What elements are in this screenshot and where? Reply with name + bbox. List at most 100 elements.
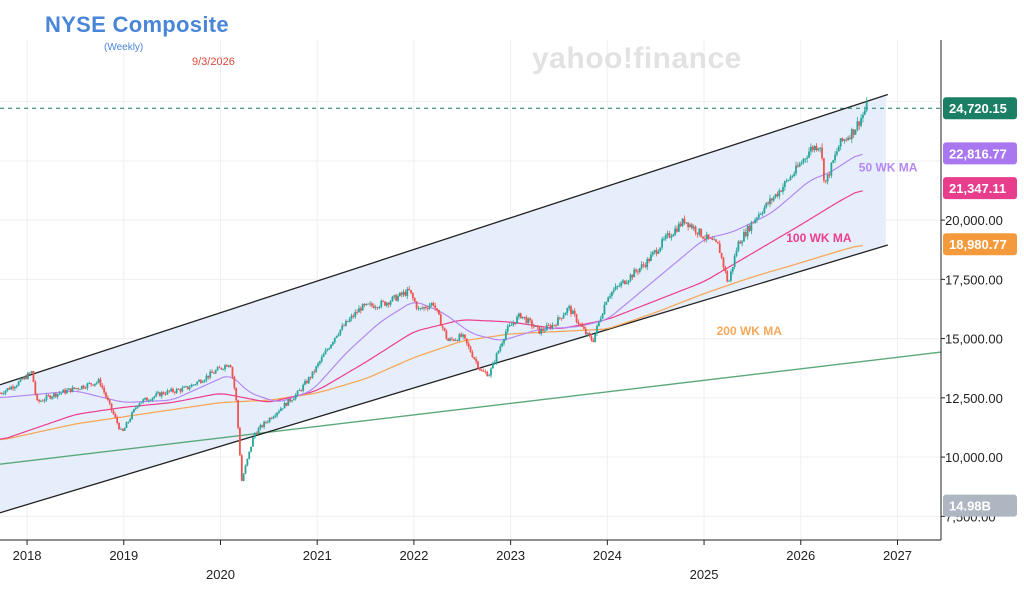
candle-body [8, 388, 11, 390]
candle-body [30, 371, 33, 373]
candle-body [832, 160, 835, 163]
candle-body [389, 301, 392, 305]
candle-body [638, 268, 641, 273]
candle-body [380, 300, 383, 307]
chart-subtitle: (Weekly) [104, 42, 144, 53]
candle-body [837, 146, 840, 152]
candle-body [356, 311, 358, 313]
candle-body [110, 403, 113, 411]
price-badge-label: 21,347.11 [949, 181, 1006, 196]
x-tick-label: 2022 [399, 548, 428, 563]
candle-body [590, 335, 593, 341]
candle-body [211, 371, 213, 373]
candle-body [240, 455, 243, 481]
candle-body [305, 381, 308, 384]
candle-body [199, 380, 202, 383]
candle-body [510, 324, 513, 326]
chart-date: 9/3/2026 [192, 56, 235, 68]
candle-body [588, 332, 591, 336]
candle-body [491, 362, 494, 369]
candle-body [34, 381, 37, 395]
candle-body [493, 362, 496, 364]
candle-body [246, 458, 249, 466]
candle-body [783, 181, 786, 187]
x-tick-label: 2023 [496, 548, 525, 563]
candle-body [382, 300, 385, 302]
candle-body [770, 198, 773, 201]
candle-body [828, 174, 831, 176]
candle-body [2, 393, 5, 395]
candle-body [147, 400, 150, 402]
candle-body [196, 381, 199, 385]
candle-body [549, 325, 552, 329]
candle-body [540, 328, 543, 334]
candle-body [754, 219, 756, 223]
candle-body [746, 225, 749, 237]
candle-body [475, 359, 478, 362]
candle-body [849, 137, 851, 139]
candle-body [809, 146, 812, 152]
candle-body [633, 269, 636, 278]
candle-body [99, 379, 102, 386]
candle-body [153, 396, 156, 398]
candle-body [713, 239, 716, 241]
candle-body [698, 228, 701, 235]
candle-body [222, 369, 225, 370]
candle-body [763, 207, 766, 213]
candle-body [92, 384, 94, 386]
candle-body [54, 393, 57, 397]
candle-body [570, 306, 572, 314]
price-badge-label: 24,720.15 [949, 101, 1007, 116]
candle-body [529, 318, 531, 321]
candle-body [804, 158, 807, 160]
candle-body [527, 318, 530, 324]
candle-body [690, 224, 693, 229]
x-tick-label: 2024 [593, 548, 622, 563]
candle-body [346, 321, 349, 322]
candle-body [629, 274, 632, 281]
candle-body [501, 343, 504, 347]
candle-body [345, 321, 347, 326]
candle-body [205, 375, 208, 381]
candle-body [0, 393, 1, 394]
candle-body [445, 330, 448, 339]
candle-body [257, 428, 260, 434]
candle-body [568, 306, 571, 309]
candle-body [21, 378, 24, 380]
candle-body [798, 163, 801, 167]
long-term-trendline [0, 351, 942, 465]
candle-body [439, 314, 442, 326]
candle-body [225, 365, 228, 367]
candle-body [17, 381, 20, 386]
candle-body [40, 400, 42, 402]
candle-body [473, 357, 476, 360]
candle-body [337, 334, 340, 336]
candle-body [294, 394, 297, 399]
candle-body [233, 376, 236, 389]
candle-body [263, 421, 265, 427]
candle-body [640, 264, 643, 269]
candle-body [220, 367, 223, 370]
candle-body [198, 380, 200, 382]
candle-body [612, 289, 615, 292]
candle-body [815, 145, 818, 151]
candle-body [359, 308, 362, 311]
candle-body [830, 162, 833, 176]
candle-body [545, 325, 548, 331]
x-tick-label: 2027 [883, 548, 912, 563]
candle-body [648, 258, 650, 261]
candles-layer [0, 97, 868, 482]
candle-body [752, 222, 755, 224]
candle-body [728, 280, 730, 282]
candle-body [516, 316, 518, 324]
candle-body [32, 371, 35, 382]
candle-body [49, 395, 52, 399]
candle-body [464, 334, 466, 339]
candle-body [80, 385, 83, 390]
candle-body [417, 308, 420, 309]
candle-body [408, 288, 411, 291]
candle-body [45, 395, 48, 400]
candle-body [426, 308, 429, 309]
